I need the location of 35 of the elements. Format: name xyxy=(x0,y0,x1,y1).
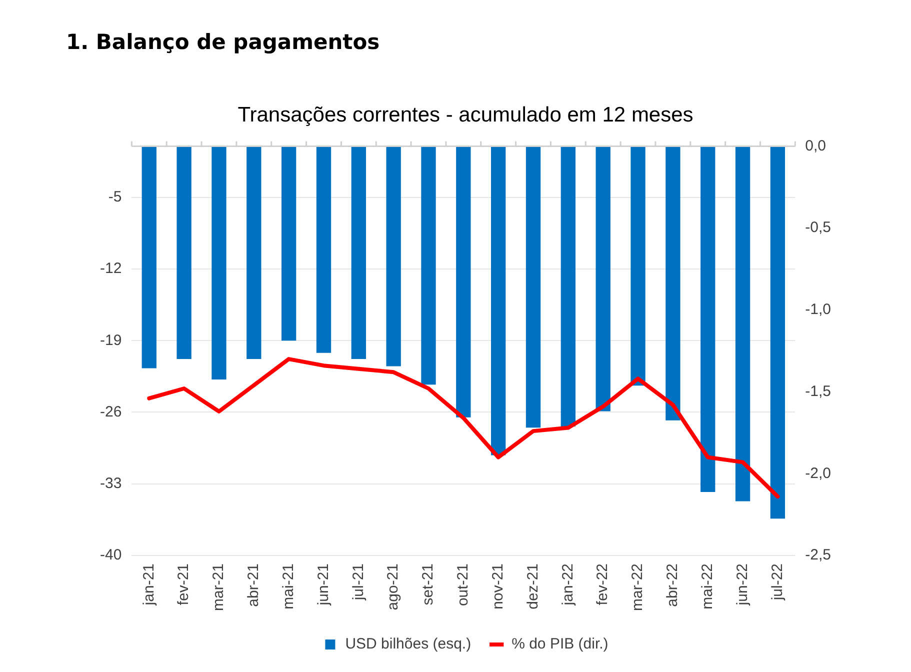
y2-tick-label: -2,0 xyxy=(805,464,832,482)
x-tick-label: abr-22 xyxy=(664,563,682,607)
x-tick-label: fev-22 xyxy=(594,563,612,606)
y2-tick-label: 0,0 xyxy=(805,137,826,154)
x-tick-label: jul-22 xyxy=(768,563,786,602)
x-tick-label: jul-21 xyxy=(350,563,367,602)
y-tick-label: -5 xyxy=(108,188,122,206)
x-tick-label: ago-21 xyxy=(384,563,402,610)
x-tick-label: jan-21 xyxy=(140,563,158,606)
x-tick-label: jun-21 xyxy=(314,563,332,606)
x-tick-label: jun-22 xyxy=(734,563,751,606)
y2-tick-label: -0,5 xyxy=(805,219,832,236)
y-tick-label: -12 xyxy=(100,260,122,278)
x-tick-label: jan-22 xyxy=(559,563,576,606)
x-tick-label: fev-21 xyxy=(175,563,192,606)
y2-tick-label: -1,5 xyxy=(805,382,832,400)
x-tick-label: set-21 xyxy=(420,563,437,606)
x-tick-label: dez-21 xyxy=(524,563,542,610)
x-tick-label: abr-21 xyxy=(245,563,262,607)
chart-subtitle: Transações correntes - acumulado em 12 meses xyxy=(238,103,694,126)
legend-label: USD bilhões (esq.) xyxy=(345,636,472,653)
x-tick-label: nov-21 xyxy=(489,563,506,610)
y2-tick-label: -1,0 xyxy=(805,301,832,318)
x-tick-label: mar-22 xyxy=(629,563,646,612)
x-tick-label: mai-22 xyxy=(698,563,716,610)
x-tick-label: mar-21 xyxy=(210,563,228,612)
y-tick-label: -19 xyxy=(100,332,122,349)
y-tick-label: -33 xyxy=(100,475,122,492)
chart-title: 1. Balanço de pagamentos xyxy=(66,30,380,54)
x-tick-label: mai-21 xyxy=(280,563,297,610)
legend-label: % do PIB (dir.) xyxy=(512,636,608,653)
y2-tick-label: -2,5 xyxy=(805,546,832,564)
x-tick-label: out-21 xyxy=(454,563,472,606)
y-tick-label: -26 xyxy=(100,403,122,420)
y-tick-label: -40 xyxy=(100,546,122,564)
